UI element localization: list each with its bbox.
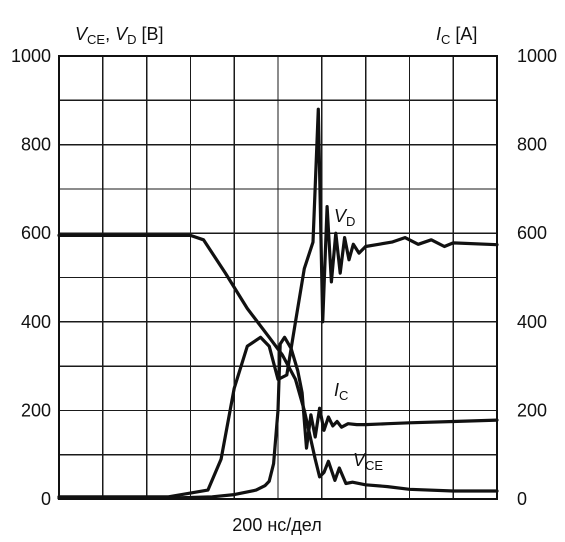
left-axis-title: VCE, VD [B] (75, 24, 164, 47)
series-label-ic-sub: C (339, 388, 348, 403)
series-layer (57, 107, 499, 500)
y-tick-label: 600 (21, 223, 51, 243)
series-label-vd-name: V (334, 206, 348, 226)
plot-frame (58, 55, 498, 500)
series-label-vce: VCE (353, 450, 383, 473)
left-title-v1-sub: CE (87, 32, 105, 47)
y-tick-label: 200 (21, 400, 51, 420)
series-line-vd (57, 107, 499, 499)
y-tick-label: 400 (21, 312, 51, 332)
y2-tick-label: 200 (517, 400, 547, 420)
x-axis-label: 200 нс/дел (232, 515, 321, 535)
series-label-vd: VD (334, 206, 355, 229)
left-title-v2: V (115, 24, 129, 44)
left-title-v2-sub: D (127, 32, 136, 47)
series-label-vd-sub: D (346, 214, 355, 229)
series-line-vce (57, 233, 499, 493)
left-title-sep: , (105, 24, 115, 44)
y-tick-label: 0 (41, 489, 51, 509)
grid (59, 56, 497, 499)
y2-tick-label: 800 (517, 135, 547, 155)
y2-tick-label: 0 (517, 489, 527, 509)
right-title-v-sub: C (441, 32, 450, 47)
right-title-unit: [A] (450, 24, 477, 44)
y2-tick-label: 600 (517, 223, 547, 243)
y-tick-label: 1000 (11, 46, 51, 66)
y2-tick-label: 400 (517, 312, 547, 332)
left-title-v1: V (75, 24, 89, 44)
left-title-unit: [B] (137, 24, 164, 44)
series-label-vce-name: V (353, 450, 367, 470)
right-title-v: I (436, 24, 441, 44)
y2-tick-label: 1000 (517, 46, 557, 66)
series-line-ic (57, 335, 499, 500)
tick-labels: 1000 800 600 400 200 0 1000 800 600 400 200 0 (11, 46, 557, 509)
right-axis-title: IC [A] (436, 24, 477, 47)
series-label-ic-name: I (334, 380, 339, 400)
series-label-ic: IC (334, 380, 348, 403)
y-tick-label: 800 (21, 135, 51, 155)
series-label-vce-sub: CE (365, 458, 383, 473)
